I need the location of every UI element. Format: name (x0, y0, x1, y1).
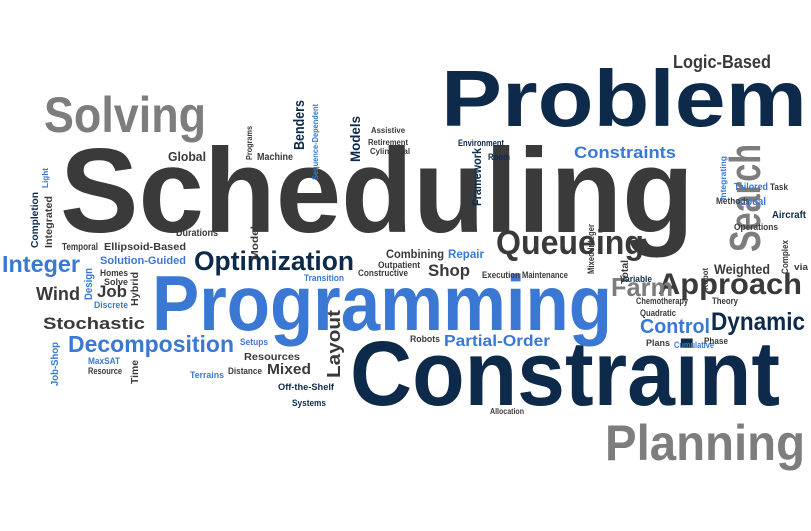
word-mixed-integer: Mixed-Integer (586, 224, 596, 274)
word-off-the-shelf: Off-the-Shelf (278, 382, 335, 392)
word-wind: Wind (36, 284, 80, 304)
word-distance: Distance (228, 366, 262, 376)
word-models: Models (347, 116, 363, 162)
word-weighted: Weighted (714, 261, 770, 277)
word-complex: Complex (780, 240, 790, 274)
word-aircraft: Aircraft (772, 210, 807, 221)
word-programs: Programs (245, 126, 254, 160)
word-assistive: Assistive (371, 126, 406, 135)
word-model: Model (250, 226, 261, 260)
word-room: Room (488, 152, 510, 162)
word-combining: Combining (386, 247, 444, 261)
word-integrated: Integrated (44, 196, 55, 248)
word-cylindrical: Cylindrical (370, 147, 410, 156)
word-local: Local (740, 196, 766, 208)
word-completion: Completion (30, 192, 41, 248)
word-methods: Methods (716, 196, 750, 206)
word-setups: Setups (240, 337, 268, 347)
word-global: Global (168, 149, 206, 164)
word-integrating: Integrating (719, 156, 728, 200)
word-hybrid: Hybrid (130, 272, 141, 306)
word-tailored: Tailored (734, 182, 768, 193)
word-integer: Integer (2, 251, 80, 277)
word-resource: Resource (88, 366, 122, 376)
word-via: via (794, 262, 809, 272)
word-terrains: Terrains (190, 370, 224, 380)
word-theory: Theory (712, 296, 738, 306)
word-repair: Repair (448, 247, 484, 261)
word-time: Time (130, 360, 141, 384)
word-constructive: Constructive (358, 268, 408, 278)
word-programming: Programming (152, 259, 612, 347)
word-systems: Systems (292, 398, 326, 408)
word-plans: Plans (646, 338, 670, 348)
word-discrete: Discrete (94, 300, 128, 310)
word-control: Control (640, 316, 710, 338)
word-cumulative: Cumulative (674, 340, 714, 350)
word-total: Total (620, 260, 631, 284)
word-machine: Machine (257, 152, 293, 163)
word-variable: Variable (620, 274, 652, 284)
word-problem: Problem (441, 54, 807, 143)
word-solution-guided: Solution-Guided (100, 255, 186, 267)
word-search: Search (721, 144, 770, 252)
word-design: Design (83, 268, 95, 300)
word-partial-order: Partial-Order (444, 333, 550, 350)
word-framework: Framework (470, 148, 484, 206)
word-environment: Environment (458, 138, 504, 148)
word-resources: Resources (244, 352, 300, 363)
word-optimization: Optimization (194, 246, 354, 276)
word-phase: Phase (704, 336, 728, 346)
word-solve: Solve (104, 277, 128, 287)
word-solving: Solving (44, 87, 206, 143)
word-transition: Transition (304, 273, 344, 283)
word-benders: Benders (291, 100, 308, 150)
word-job-shop: Job-Shop (50, 342, 61, 386)
word-decomposition: Decomposition (68, 331, 234, 357)
word-shop: Shop (428, 261, 470, 280)
word-task: Task (770, 182, 789, 192)
word-ellipsoid-based: Ellipsoid-Based (104, 242, 186, 253)
word-planning: Planning (605, 415, 805, 471)
word-farm: Farm (611, 272, 673, 302)
word-layout: Layout (324, 310, 344, 378)
word-stochastic: Stochastic (43, 314, 145, 333)
word-retirement: Retirement (368, 138, 408, 147)
word-queueing: Queueing (496, 224, 644, 262)
word-temporal: Temporal (62, 242, 98, 253)
word-sequence-dependent: Sequence-Dependent (311, 104, 320, 180)
word-job: Job (97, 282, 127, 301)
word-dynamic: Dynamic (711, 308, 805, 336)
word-scheduling: Scheduling (60, 124, 694, 258)
word-maxsat: MaxSAT (88, 356, 120, 366)
word-constraints: Constraints (574, 143, 676, 162)
word-quadratic: Quadratic (640, 308, 676, 318)
word-logic-based: Logic-Based (673, 52, 771, 72)
word-durations: Durations (176, 228, 218, 239)
word-approach: Approach (658, 268, 802, 301)
word-execution: Execution (482, 270, 520, 280)
word-operations: Operations (734, 222, 778, 232)
word-mixed: Mixed (267, 361, 311, 378)
word-homes: Homes (100, 268, 128, 278)
word-robot: Robot (701, 268, 710, 290)
word-robots: Robots (410, 334, 440, 344)
word-chemotherapy: Chemotherapy (636, 296, 688, 306)
word-light: Light (41, 168, 50, 188)
word-allocation: Allocation (490, 407, 524, 416)
word-outpatient: Outpatient (378, 260, 420, 270)
word-constraint: Constraint (350, 323, 780, 425)
word-maintenance: Maintenance (522, 270, 568, 280)
